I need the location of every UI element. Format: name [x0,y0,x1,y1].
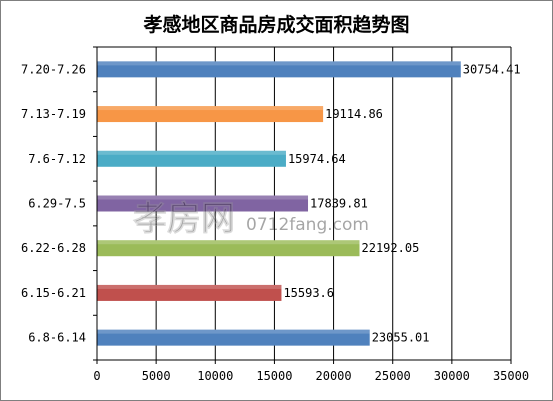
bars [97,61,461,346]
category-label: 6.22-6.28 [21,241,86,255]
x-tick-label: 30000 [434,369,470,383]
axes [93,46,512,364]
bar-highlight [97,150,286,155]
category-label: 6.29-7.5 [28,197,86,211]
data-label: 23055.01 [372,331,430,345]
bar-highlight [97,329,370,334]
watermark: 孝房网 0712fang.com [133,199,369,240]
category-label: 7.20-7.26 [21,62,86,76]
category-label: 6.15-6.21 [21,286,86,300]
data-label: 15974.64 [288,152,346,166]
data-label: 17839.81 [310,197,368,211]
bar-highlight [97,284,282,289]
watermark-logo: 孝房网 [133,199,235,239]
x-tick-label: 15000 [256,369,292,383]
data-label: 19114.86 [325,107,383,121]
grid-lines [96,46,512,360]
category-label: 7.6-7.12 [28,152,86,166]
data-label: 30754.41 [463,62,521,76]
bar [97,240,360,257]
bar-highlight [97,195,309,200]
chart-title: 孝感地区商品房成交面积趋势图 [143,14,410,36]
bar-highlight [97,61,461,66]
bar [97,195,309,212]
x-tick-label: 10000 [197,369,233,383]
x-tick-label: 25000 [375,369,411,383]
bar [97,329,370,346]
x-tick-label: 20000 [316,369,352,383]
bar [97,106,324,123]
x-tick-label: 0 [93,369,100,383]
bar [97,150,286,167]
bar-highlight [97,106,324,111]
bar-highlight [97,240,360,245]
bar [97,284,282,301]
x-tick-label: 5000 [142,369,171,383]
data-label: 22192.05 [362,241,420,255]
data-label: 15593.6 [283,286,334,300]
bar [97,61,461,78]
category-label: 7.13-7.19 [21,107,86,121]
watermark-domain: 0712fang.com [246,215,369,235]
category-label: 6.8-6.14 [28,331,86,345]
labels: 0 5000 10000 15000 20000 25000 30000 35000 7.20-… [21,62,529,383]
x-tick-label: 35000 [493,369,529,383]
